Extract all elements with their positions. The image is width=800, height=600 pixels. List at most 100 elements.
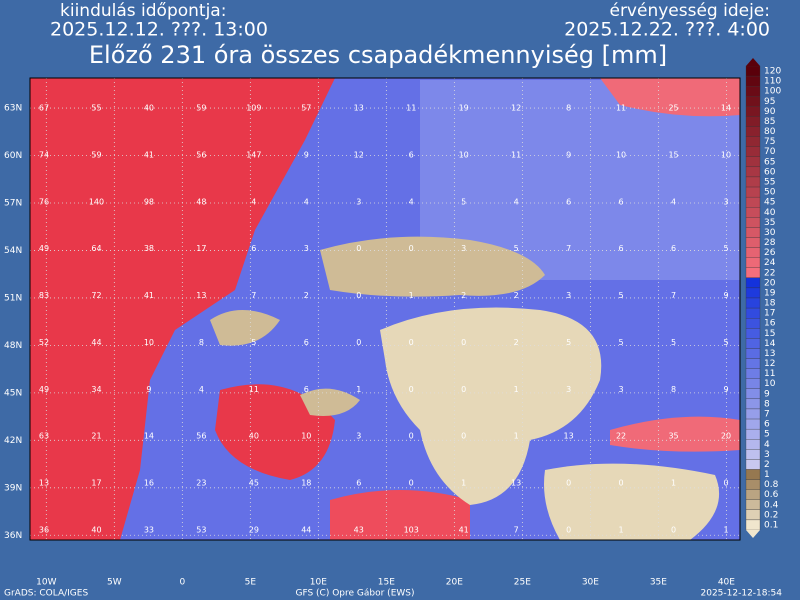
colorbar-label: 35 [764,218,775,228]
grid-value: 13 [196,291,206,300]
colorbar-label: 10 [764,379,776,389]
grid-value: 8 [199,338,204,347]
lat-label: 42N [4,436,22,446]
colorbar-label: 15 [764,329,775,339]
colorbar-box [745,176,761,188]
colorbar-box [745,408,761,420]
grid-value: 0 [566,526,571,535]
precip-field [330,490,470,540]
colorbar-box [745,126,761,137]
colorbar-label: 65 [764,157,775,167]
grid-value: 3 [566,385,571,394]
colorbar-box [745,398,761,410]
grid-value: 53 [196,526,206,535]
colorbar-box [745,136,761,147]
grid-value: 49 [39,385,49,394]
lon-label: 20E [446,578,463,588]
colorbar-label: 9 [764,389,770,399]
colorbar-box [745,116,761,127]
grid-value: 3 [304,244,309,253]
lat-label: 39N [4,483,22,493]
grid-value: 3 [356,197,361,206]
grid-value: 6 [251,244,256,253]
grid-value: 4 [304,197,309,206]
lat-label: 36N [4,531,22,541]
grid-value: 6 [304,385,309,394]
grid-value: 59 [196,104,206,113]
grid-value: 11 [616,104,626,113]
grid-value: 9 [723,291,728,300]
lon-label: 5E [245,578,257,588]
grid-value: 40 [249,432,259,441]
colorbar-label: 5 [764,430,770,440]
grid-value: 3 [461,244,466,253]
grid-value: 0 [356,244,361,253]
grid-value: 52 [39,338,49,347]
colorbar-box [745,227,761,238]
grid-value: 11 [511,150,521,159]
grid-value: 6 [619,197,624,206]
grid-value: 64 [91,244,101,253]
grid-value: 23 [196,479,206,488]
grid-value: 25 [668,104,678,113]
precip-field [30,78,335,540]
colorbar-label: 3 [764,450,770,460]
grid-value: 16 [144,479,154,488]
grid-value: 38 [144,244,154,253]
grid-value: 103 [404,526,419,535]
grid-value: 8 [671,385,676,394]
grid-value: 57 [301,104,311,113]
grid-value: 98 [144,197,154,206]
lat-label: 48N [4,341,22,351]
grid-value: 7 [251,291,256,300]
footer-left: GrADS: COLA/IGES [4,589,88,599]
grid-value: 5 [251,338,256,347]
colorbar-label: 16 [764,319,776,329]
grid-value: 12 [511,104,521,113]
colorbar-box [745,257,761,268]
grid-value: 55 [91,104,101,113]
grid-value: 13 [511,479,521,488]
grid-value: 29 [249,526,259,535]
grid-value: 83 [39,291,49,300]
colorbar-label: 4 [764,440,770,450]
grid-value: 0 [566,479,571,488]
grid-value: 21 [91,432,101,441]
grid-value: 6 [304,338,309,347]
grid-value: 36 [39,526,49,535]
colorbar-label: 120 [764,67,781,77]
grid-value: 5 [514,244,519,253]
grid-value: 8 [566,104,571,113]
dry-area [210,310,280,346]
colorbar-box [745,75,761,87]
grid-value: 3 [356,432,361,441]
grid-value: 5 [723,244,728,253]
colorbar-arrow [746,530,760,538]
grid-value: 41 [144,150,154,159]
grid-value: 5 [619,338,624,347]
lat-label: 54N [4,246,22,256]
colorbar-box [745,378,761,389]
lon-label: 25E [514,578,531,588]
grid-value: 14 [144,432,154,441]
grid-value: 2 [514,291,519,300]
grid-value: 45 [249,479,259,488]
grid-value: 10 [301,432,311,441]
precip-field [600,78,740,117]
colorbar: 1201101009590858075706560555045403530282… [745,58,781,538]
lat-label: 51N [4,293,22,303]
grid-value: 56 [196,432,206,441]
colorbar-label: 50 [764,188,776,198]
grid-value: 19 [459,104,469,113]
grid-value: 10 [721,150,731,159]
grid-value: 44 [91,338,101,347]
grid-value: 22 [616,432,626,441]
colorbar-label: 60 [764,167,776,177]
colorbar-box [745,509,761,521]
grid-value: 76 [39,197,49,206]
colorbar-box [745,207,761,218]
colorbar-label: 1 [764,470,770,480]
colorbar-label: 85 [764,117,775,127]
colorbar-label: 14 [764,339,776,349]
